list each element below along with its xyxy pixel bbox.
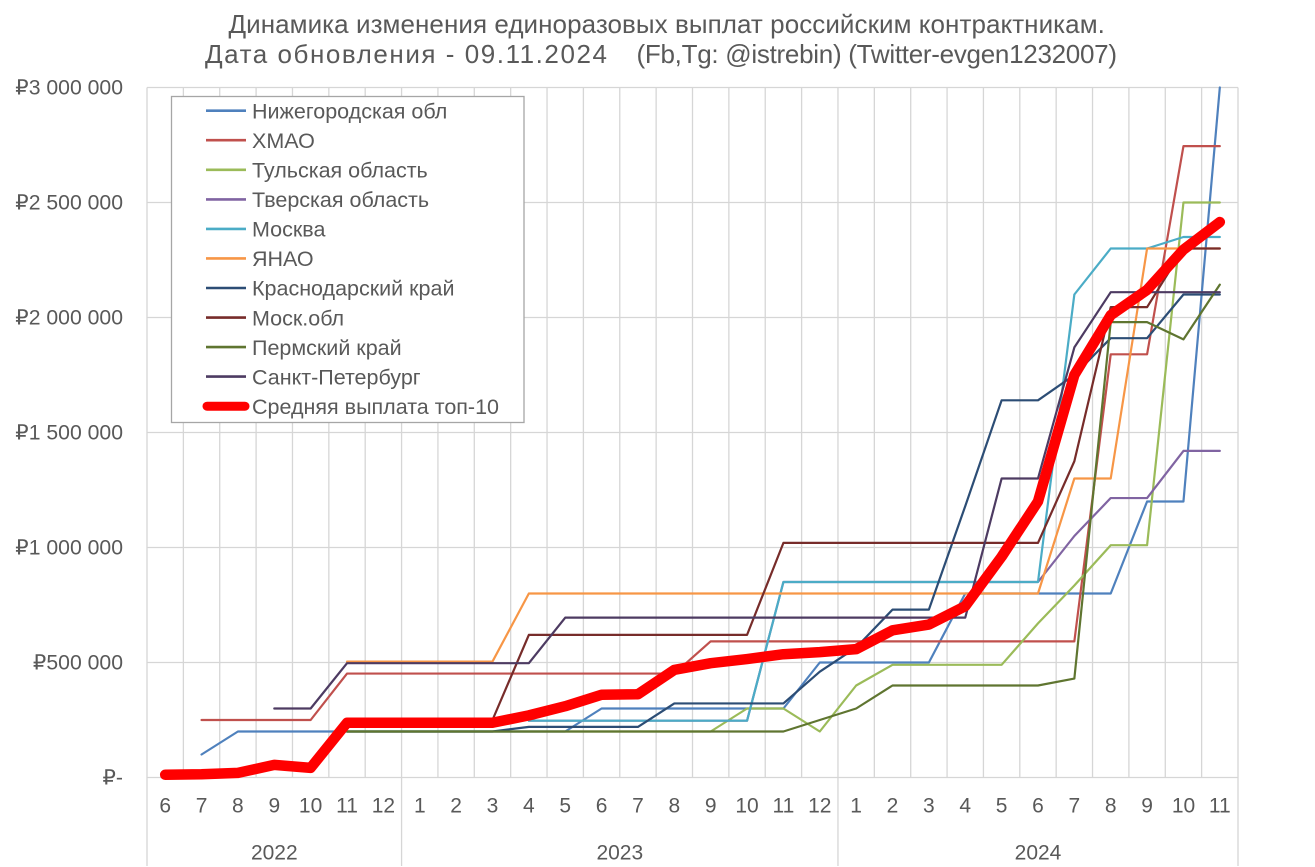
svg-text:8: 8 — [1105, 795, 1117, 818]
svg-text:6: 6 — [159, 795, 171, 818]
svg-text:12: 12 — [808, 795, 831, 818]
svg-text:7: 7 — [1068, 795, 1080, 818]
svg-text:Краснодарский край: Краснодарский край — [252, 277, 455, 301]
svg-text:1: 1 — [850, 795, 862, 818]
svg-text:Санкт-Петербург: Санкт-Петербург — [252, 365, 421, 389]
svg-text:Тверская область: Тверская область — [252, 188, 429, 212]
svg-text:Москва: Москва — [252, 218, 325, 242]
svg-text:11: 11 — [1209, 795, 1231, 818]
svg-text:₽2 500 000: ₽2 500 000 — [15, 192, 123, 215]
svg-text:6: 6 — [1032, 795, 1044, 818]
svg-text:Моск.обл: Моск.обл — [252, 306, 344, 330]
svg-text:9: 9 — [268, 795, 280, 818]
svg-text:1: 1 — [414, 795, 426, 818]
svg-text:₽3 000 000: ₽3 000 000 — [15, 77, 123, 100]
svg-text:8: 8 — [232, 795, 244, 818]
svg-text:Нижегородская обл: Нижегородская обл — [252, 99, 447, 123]
svg-text:5: 5 — [559, 795, 571, 818]
svg-text:₽-: ₽- — [102, 767, 123, 790]
svg-text:2024: 2024 — [1015, 842, 1062, 865]
svg-text:3: 3 — [487, 795, 499, 818]
svg-text:₽1 000 000: ₽1 000 000 — [15, 537, 123, 560]
svg-text:3: 3 — [923, 795, 935, 818]
svg-text:6: 6 — [596, 795, 608, 818]
svg-text:10: 10 — [735, 795, 758, 818]
svg-text:Тульская область: Тульская область — [252, 158, 428, 182]
svg-text:2: 2 — [450, 795, 462, 818]
svg-text:Средняя выплата топ-10: Средняя выплата топ-10 — [252, 395, 499, 419]
svg-text:₽2 000 000: ₽2 000 000 — [15, 307, 123, 330]
svg-text:ЯНАО: ЯНАО — [252, 247, 314, 271]
svg-text:12: 12 — [372, 795, 395, 818]
svg-text:7: 7 — [632, 795, 644, 818]
svg-text:7: 7 — [196, 795, 208, 818]
svg-text:₽1 500 000: ₽1 500 000 — [15, 422, 123, 445]
svg-text:9: 9 — [705, 795, 717, 818]
svg-text:ХМАО: ХМАО — [252, 129, 315, 153]
svg-text:2023: 2023 — [596, 842, 643, 865]
svg-text:10: 10 — [299, 795, 322, 818]
svg-text:₽500 000: ₽500 000 — [33, 652, 123, 675]
svg-text:2: 2 — [887, 795, 899, 818]
svg-text:2022: 2022 — [251, 842, 298, 865]
svg-text:9: 9 — [1141, 795, 1153, 818]
svg-text:11: 11 — [772, 795, 794, 818]
svg-text:5: 5 — [996, 795, 1008, 818]
svg-text:4: 4 — [523, 795, 535, 818]
svg-text:10: 10 — [1172, 795, 1195, 818]
svg-text:Дата обновления - 09.11.2024(F: Дата обновления - 09.11.2024 (Fb,Tg: @ist… — [205, 39, 1117, 69]
svg-text:Пермский край: Пермский край — [252, 336, 402, 360]
svg-text:8: 8 — [668, 795, 680, 818]
svg-text:11: 11 — [336, 795, 358, 818]
svg-text:4: 4 — [959, 795, 971, 818]
svg-text:Динамика изменения единоразовы: Динамика изменения единоразовых выплат р… — [228, 9, 1104, 39]
